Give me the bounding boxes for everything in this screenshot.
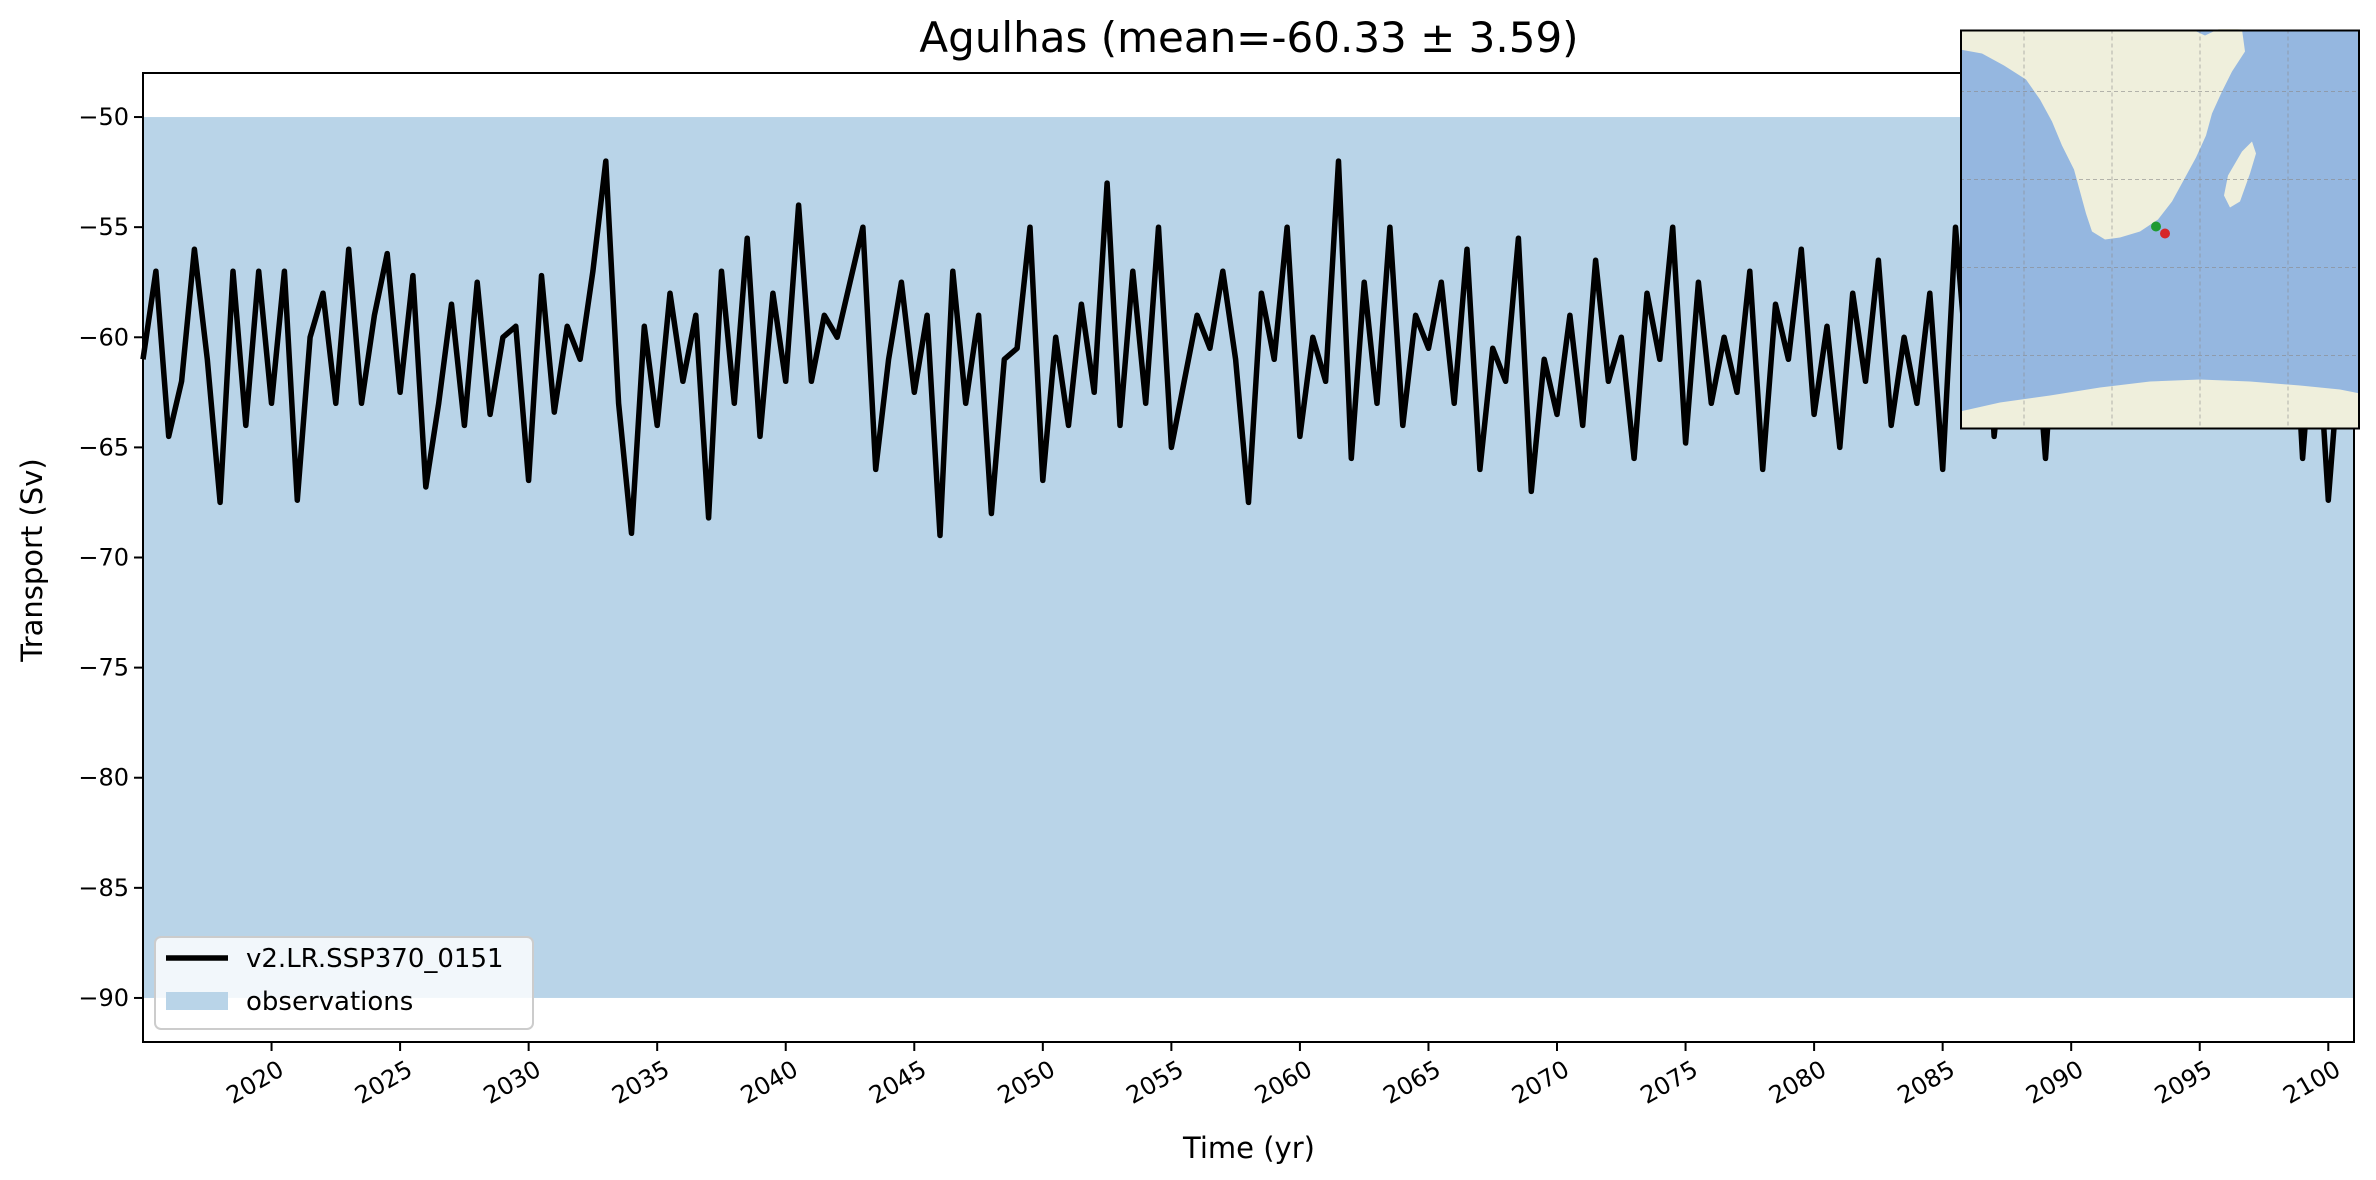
y-axis-label: Transport (Sv) bbox=[15, 458, 49, 663]
y-tick-label: −55 bbox=[78, 213, 129, 241]
legend: v2.LR.SSP370_0151 observations bbox=[154, 936, 534, 1030]
y-tick-label: −70 bbox=[78, 544, 129, 572]
y-tick-label: −85 bbox=[78, 874, 129, 902]
map-marker-red bbox=[2160, 228, 2170, 239]
plot-frame bbox=[142, 72, 2355, 1043]
y-tick-label: −75 bbox=[78, 654, 129, 682]
y-tick-label: −60 bbox=[78, 323, 129, 351]
chart-title: Agulhas (mean=-60.33 ± 3.59) bbox=[919, 13, 1578, 62]
map-frame bbox=[1960, 29, 2360, 430]
x-axis-label: Time (yr) bbox=[1182, 1131, 1315, 1165]
y-tick-label: −65 bbox=[78, 433, 129, 461]
map-land-africa bbox=[1960, 29, 2245, 240]
y-tick-label: −80 bbox=[78, 764, 129, 792]
y-tick-label: −50 bbox=[78, 103, 129, 131]
y-tick-label: −90 bbox=[78, 984, 129, 1012]
inset-map bbox=[1960, 29, 2360, 430]
y-axis-ticks: −50 −55 −60 −65 −70 −75 −80 −85 −90 bbox=[78, 103, 143, 1012]
legend-observations-label: observations bbox=[246, 987, 413, 1017]
map-land-madagascar bbox=[2224, 141, 2256, 208]
map-land-antarctica bbox=[1960, 379, 2360, 430]
map-marker-green bbox=[2151, 221, 2161, 232]
legend-series-label: v2.LR.SSP370_0151 bbox=[246, 944, 504, 974]
legend-frame bbox=[154, 936, 534, 1030]
map-gridlines bbox=[1960, 29, 2360, 430]
legend-observations-swatch bbox=[166, 992, 228, 1010]
